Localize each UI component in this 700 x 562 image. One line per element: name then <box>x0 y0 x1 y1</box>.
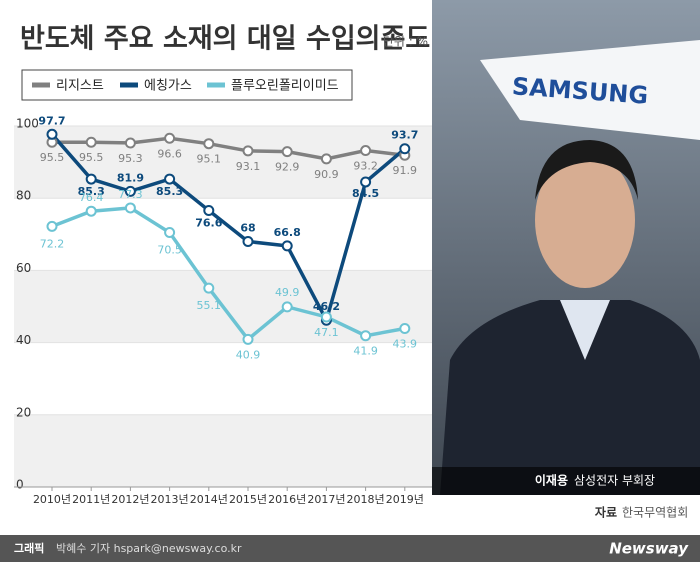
suit <box>440 300 700 495</box>
x-tick-label: 2011년 <box>72 493 110 506</box>
x-tick-label: 2019년 <box>386 493 424 506</box>
x-tick-label: 2015년 <box>229 493 267 506</box>
hair <box>535 140 638 200</box>
x-tick-label: 2018년 <box>347 493 385 506</box>
legend-label: 에칭가스 <box>144 79 192 94</box>
y-tick-label: 80 <box>16 189 31 203</box>
data-label: 90.9 <box>314 168 339 181</box>
data-label: 95.1 <box>197 153 222 166</box>
face <box>535 152 635 288</box>
data-label: 55.1 <box>197 299 222 312</box>
data-label: 81.9 <box>117 171 144 184</box>
shirt <box>560 300 610 360</box>
data-label: 95.5 <box>40 151 65 164</box>
data-point <box>320 311 332 323</box>
data-point <box>399 323 411 335</box>
data-label: 95.5 <box>79 151 104 164</box>
data-label: 66.8 <box>274 226 301 239</box>
unit-label: 단위 : % <box>383 35 428 49</box>
data-point <box>164 132 176 144</box>
series-line <box>52 136 406 161</box>
source-label: 자료 <box>595 505 617 520</box>
grid-band <box>14 414 432 487</box>
data-point <box>242 333 254 345</box>
data-label: 96.6 <box>157 147 182 160</box>
data-point <box>281 240 293 252</box>
data-label: 72.2 <box>40 237 65 250</box>
data-point <box>46 220 58 232</box>
flag <box>480 40 700 140</box>
x-tick-label: 2010년 <box>33 493 71 506</box>
data-point <box>399 143 411 155</box>
y-tick-label: 100 <box>16 117 39 131</box>
data-point <box>85 173 97 185</box>
data-point <box>360 176 372 188</box>
footer-credit: 박혜수 기자 hspark@newsway.co.kr <box>56 542 242 555</box>
data-point <box>242 236 254 248</box>
data-label: 93.7 <box>391 129 418 142</box>
data-label: 84.5 <box>352 187 379 200</box>
data-label: 40.9 <box>236 348 261 361</box>
x-tick-label: 2013년 <box>151 493 189 506</box>
data-label: 41.9 <box>353 345 378 358</box>
data-point <box>203 138 215 150</box>
photo: SAMSUNG 이재용 삼성전자 부회장 <box>432 0 700 495</box>
legend-label: 리지스트 <box>56 79 104 94</box>
data-label: 76.4 <box>79 191 104 204</box>
data-label: 70.5 <box>157 243 182 256</box>
data-point <box>164 173 176 185</box>
data-label: 91.9 <box>393 164 418 177</box>
data-point <box>203 204 215 216</box>
data-label: 68 <box>240 222 255 235</box>
data-label: 47.1 <box>314 326 339 339</box>
data-point <box>360 330 372 342</box>
chart-title: 반도체 주요 소재의 대일 수입의존도 <box>20 24 430 55</box>
data-label: 93.2 <box>353 160 378 173</box>
data-point <box>124 202 136 214</box>
series-line <box>51 206 406 342</box>
y-tick-label: 0 <box>16 478 24 492</box>
data-point <box>281 146 293 158</box>
data-point <box>46 128 58 140</box>
data-point <box>124 137 136 149</box>
footer-label: 그래픽 <box>14 541 44 555</box>
legend-label: 플루오린폴리이미드 <box>231 79 339 94</box>
source-text: 한국무역협회 <box>622 506 688 520</box>
data-label: 43.9 <box>393 338 418 351</box>
footer-brand: Newsway <box>609 540 689 558</box>
data-point <box>164 226 176 238</box>
footer-bar <box>0 535 700 562</box>
caption-title: 삼성전자 부회장 <box>574 474 655 488</box>
caption-name: 이재용 <box>535 473 568 488</box>
data-point <box>242 145 254 157</box>
data-point <box>281 301 293 313</box>
x-tick-label: 2014년 <box>190 493 228 506</box>
data-point <box>85 136 97 148</box>
x-tick-label: 2016년 <box>268 493 306 506</box>
data-point <box>360 145 372 157</box>
caption-bar <box>432 467 700 495</box>
data-point <box>320 153 332 165</box>
data-point <box>85 205 97 217</box>
data-point <box>203 282 215 294</box>
data-label: 95.3 <box>118 152 143 165</box>
data-label: 85.3 <box>156 185 183 198</box>
y-tick-label: 20 <box>16 405 31 419</box>
data-label: 77.3 <box>118 188 143 201</box>
data-label: 92.9 <box>275 161 300 174</box>
data-label: 85.3 <box>78 185 105 198</box>
y-tick-label: 60 <box>16 261 31 275</box>
data-label: 97.7 <box>38 114 65 127</box>
x-tick-label: 2017년 <box>307 493 345 506</box>
series-line <box>50 133 406 325</box>
data-point <box>124 185 136 197</box>
data-label: 46.2 <box>313 300 340 313</box>
data-label: 49.9 <box>275 286 300 299</box>
legend-box <box>21 69 353 101</box>
data-label: 76.6 <box>195 216 222 229</box>
y-tick-label: 40 <box>16 333 31 347</box>
data-label: 93.1 <box>236 160 261 173</box>
x-tick-label: 2012년 <box>111 493 149 506</box>
